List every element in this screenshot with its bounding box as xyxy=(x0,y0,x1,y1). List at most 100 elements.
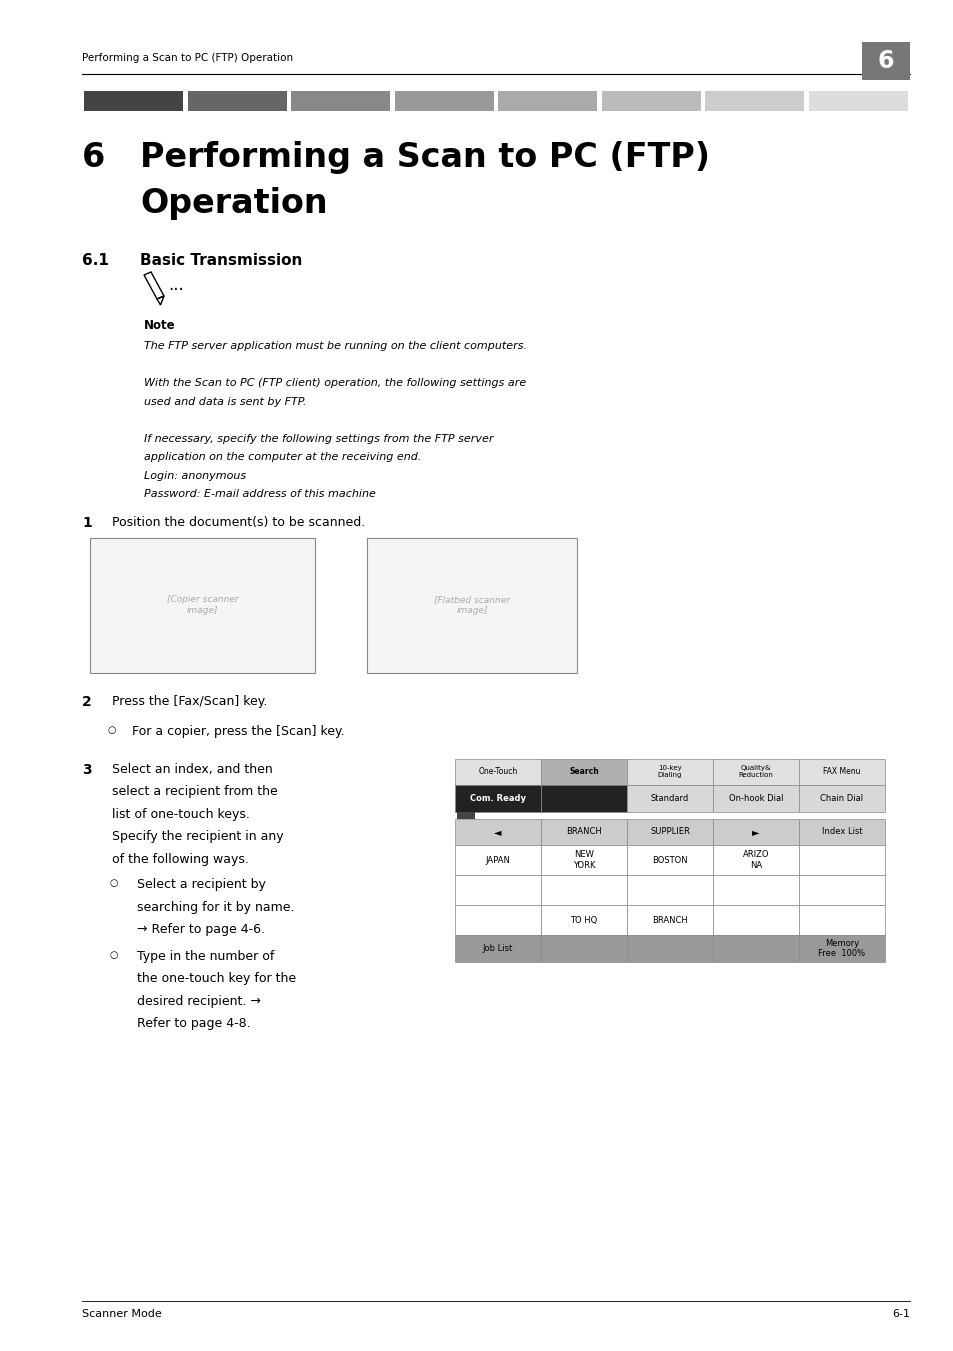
Text: Search: Search xyxy=(569,767,598,777)
Bar xyxy=(455,758,540,785)
Bar xyxy=(455,905,540,935)
Text: ○: ○ xyxy=(110,950,118,959)
Bar xyxy=(712,935,799,962)
Text: Chain Dial: Chain Dial xyxy=(820,794,862,802)
Bar xyxy=(808,91,907,111)
Bar xyxy=(395,91,494,111)
Text: One-Touch: One-Touch xyxy=(477,767,517,777)
Text: searching for it by name.: searching for it by name. xyxy=(137,901,294,913)
Text: select a recipient from the: select a recipient from the xyxy=(112,785,277,798)
Bar xyxy=(456,812,475,819)
Text: Basic Transmission: Basic Transmission xyxy=(140,253,302,267)
Text: 10-key
Dialing: 10-key Dialing xyxy=(658,765,681,778)
Bar xyxy=(626,758,712,785)
Bar xyxy=(799,785,884,812)
Text: 6.1: 6.1 xyxy=(82,253,109,267)
Text: Note: Note xyxy=(144,319,175,332)
Text: → Refer to page 4-6.: → Refer to page 4-6. xyxy=(137,923,265,936)
Text: Password: E-mail address of this machine: Password: E-mail address of this machine xyxy=(144,489,375,499)
Text: SUPPLIER: SUPPLIER xyxy=(649,827,689,836)
Bar xyxy=(626,875,712,905)
Text: For a copier, press the [Scan] key.: For a copier, press the [Scan] key. xyxy=(132,724,344,738)
Text: [Flatbed scanner
image]: [Flatbed scanner image] xyxy=(434,596,510,615)
Text: Position the document(s) to be scanned.: Position the document(s) to be scanned. xyxy=(112,516,365,528)
Bar xyxy=(626,905,712,935)
Text: If necessary, specify the following settings from the FTP server: If necessary, specify the following sett… xyxy=(144,434,493,443)
Bar xyxy=(712,905,799,935)
Text: JAPAN: JAPAN xyxy=(485,855,510,865)
Text: Login: anonymous: Login: anonymous xyxy=(144,470,246,481)
Text: On-hook Dial: On-hook Dial xyxy=(728,794,782,802)
Text: 3: 3 xyxy=(82,762,91,777)
Bar xyxy=(90,538,314,673)
Bar xyxy=(626,935,712,962)
Bar xyxy=(704,91,803,111)
Text: Refer to page 4-8.: Refer to page 4-8. xyxy=(137,1017,251,1029)
Text: 6-1: 6-1 xyxy=(891,1309,909,1319)
Bar xyxy=(626,819,712,844)
Text: application on the computer at the receiving end.: application on the computer at the recei… xyxy=(144,453,421,462)
Bar xyxy=(712,785,799,812)
Text: ►: ► xyxy=(752,827,759,836)
Bar xyxy=(540,905,626,935)
Bar xyxy=(799,844,884,875)
Text: desired recipient. →: desired recipient. → xyxy=(137,994,260,1008)
Text: NEW
YORK: NEW YORK xyxy=(572,850,595,870)
Text: Standard: Standard xyxy=(650,794,688,802)
Text: The FTP server application must be running on the client computers.: The FTP server application must be runni… xyxy=(144,340,526,351)
Text: BRANCH: BRANCH xyxy=(652,916,687,924)
Bar xyxy=(455,819,540,844)
Bar xyxy=(712,875,799,905)
Text: BOSTON: BOSTON xyxy=(652,855,687,865)
Text: of the following ways.: of the following ways. xyxy=(112,852,249,866)
Text: ...: ... xyxy=(168,276,184,295)
Bar xyxy=(455,935,540,962)
Bar xyxy=(291,91,390,111)
Text: Job List: Job List xyxy=(482,944,513,952)
Bar xyxy=(84,91,183,111)
Text: used and data is sent by FTP.: used and data is sent by FTP. xyxy=(144,396,306,407)
Text: ARIZO
NA: ARIZO NA xyxy=(742,850,768,870)
Bar xyxy=(712,758,799,785)
Bar xyxy=(540,935,626,962)
Text: ◄: ◄ xyxy=(494,827,501,836)
Text: 6: 6 xyxy=(877,49,893,73)
Bar xyxy=(455,875,540,905)
Text: Select an index, and then: Select an index, and then xyxy=(112,762,273,775)
Text: Quality&
Reduction: Quality& Reduction xyxy=(738,765,773,778)
Bar xyxy=(712,819,799,844)
Bar xyxy=(799,758,884,785)
Bar xyxy=(862,42,909,80)
Bar xyxy=(799,875,884,905)
Text: Select a recipient by: Select a recipient by xyxy=(137,878,266,892)
Bar xyxy=(497,91,597,111)
Text: 1: 1 xyxy=(82,516,91,530)
Bar xyxy=(188,91,287,111)
Text: FAX Menu: FAX Menu xyxy=(822,767,860,777)
Bar xyxy=(455,844,540,875)
Text: 6: 6 xyxy=(82,141,105,174)
Text: BRANCH: BRANCH xyxy=(565,827,601,836)
Bar xyxy=(799,819,884,844)
Bar xyxy=(799,905,884,935)
Text: Com. Ready: Com. Ready xyxy=(470,794,525,802)
Text: 2: 2 xyxy=(82,694,91,708)
Text: With the Scan to PC (FTP client) operation, the following settings are: With the Scan to PC (FTP client) operati… xyxy=(144,378,526,388)
Bar xyxy=(455,785,540,812)
Text: Operation: Operation xyxy=(140,186,327,220)
Bar xyxy=(540,875,626,905)
Text: Specify the recipient in any: Specify the recipient in any xyxy=(112,830,283,843)
Text: Index List: Index List xyxy=(821,827,862,836)
Text: Performing a Scan to PC (FTP): Performing a Scan to PC (FTP) xyxy=(140,141,709,174)
Text: Scanner Mode: Scanner Mode xyxy=(82,1309,162,1319)
Text: Press the [Fax/Scan] key.: Press the [Fax/Scan] key. xyxy=(112,694,267,708)
Bar xyxy=(626,785,712,812)
Bar xyxy=(626,844,712,875)
Text: list of one-touch keys.: list of one-touch keys. xyxy=(112,808,250,820)
Bar xyxy=(540,785,626,812)
Bar xyxy=(540,819,626,844)
Text: Type in the number of: Type in the number of xyxy=(137,950,274,962)
Bar xyxy=(799,935,884,962)
Text: [Copier scanner
image]: [Copier scanner image] xyxy=(167,596,238,615)
Bar xyxy=(540,844,626,875)
